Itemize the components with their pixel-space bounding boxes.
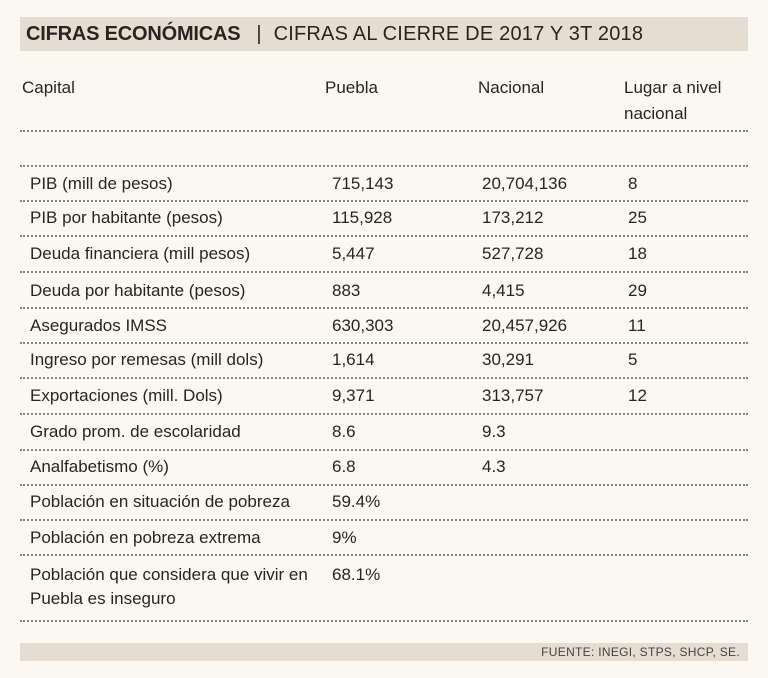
nacional-value: 9.3: [482, 422, 506, 441]
rank-value: 8: [628, 174, 638, 193]
puebla-value: 8.6: [332, 422, 356, 441]
table-header-bar: CIFRAS ECONÓMICAS | CIFRAS AL CIERRE DE …: [20, 17, 748, 51]
rank-value: 5: [628, 350, 638, 369]
divider: [20, 554, 748, 556]
row-label: Población en situación de pobreza: [30, 492, 290, 511]
puebla-value: 630,303: [332, 316, 394, 335]
divider: [20, 271, 748, 273]
rank-value: 11: [628, 316, 646, 335]
nacional-value: 20,704,136: [482, 174, 568, 193]
nacional-value: 20,457,926: [482, 316, 568, 335]
source-text: FUENTE: INEGI, STPS, SHCP, SE.: [541, 645, 740, 659]
divider: [20, 413, 748, 415]
divider: [20, 519, 748, 521]
table-subtitle: CIFRAS AL CIERRE DE 2017 Y 3T 2018: [273, 22, 644, 45]
rank-value: 18: [628, 244, 647, 263]
divider: [20, 307, 748, 309]
divider: [20, 235, 748, 237]
row-label: Población que considera que vivir en Pue…: [30, 565, 308, 608]
puebla-value: 59.4%: [332, 492, 381, 511]
row-label: PIB por habitante (pesos): [30, 208, 223, 227]
row-label: Asegurados IMSS: [30, 316, 168, 335]
row-label: Analfabetismo (%): [30, 457, 169, 476]
rank-value: 29: [628, 281, 647, 300]
divider: [20, 342, 748, 344]
nacional-value: 313,757: [482, 386, 544, 405]
nacional-value: 527,728: [482, 244, 544, 263]
rank-value: 25: [628, 208, 647, 227]
divider: [20, 449, 748, 451]
row-label: Grado prom. de escolaridad: [30, 422, 241, 441]
column-header-puebla: Puebla: [325, 78, 378, 97]
puebla-value: 883: [332, 281, 361, 300]
puebla-value: 5,447: [332, 244, 375, 263]
divider: [20, 620, 748, 622]
column-header-capital: Capital: [22, 78, 75, 97]
column-header-lugar: Lugar a nivel nacional: [624, 78, 722, 123]
divider: [20, 200, 748, 202]
puebla-value: 715,143: [332, 174, 394, 193]
puebla-value: 1,614: [332, 350, 375, 369]
row-label: Ingreso por remesas (mill dols): [30, 350, 264, 369]
divider: [20, 377, 748, 379]
puebla-value: 9%: [332, 528, 357, 547]
row-label: Población en pobreza extrema: [30, 528, 261, 547]
row-label: Exportaciones (mill. Dols): [30, 386, 223, 405]
row-label: Deuda por habitante (pesos): [30, 281, 246, 300]
source-footer: FUENTE: INEGI, STPS, SHCP, SE.: [20, 643, 748, 661]
puebla-value: 115,928: [332, 208, 393, 227]
puebla-value: 9,371: [332, 386, 375, 405]
nacional-value: 4,415: [482, 281, 525, 300]
row-label: Deuda financiera (mill pesos): [30, 244, 251, 263]
nacional-value: 173,212: [482, 208, 544, 227]
divider: [20, 484, 748, 486]
puebla-value: 68.1%: [332, 565, 381, 584]
rank-value: 12: [628, 386, 647, 405]
column-header-nacional: Nacional: [478, 78, 545, 97]
nacional-value: 30,291: [482, 350, 534, 369]
title-separator: |: [256, 22, 262, 45]
puebla-value: 6.8: [332, 457, 356, 476]
divider: [20, 165, 748, 167]
divider: [20, 130, 748, 132]
row-label: PIB (mill de pesos): [30, 174, 173, 193]
table-title: CIFRAS ECONÓMICAS: [26, 22, 241, 45]
nacional-value: 4.3: [482, 457, 506, 476]
